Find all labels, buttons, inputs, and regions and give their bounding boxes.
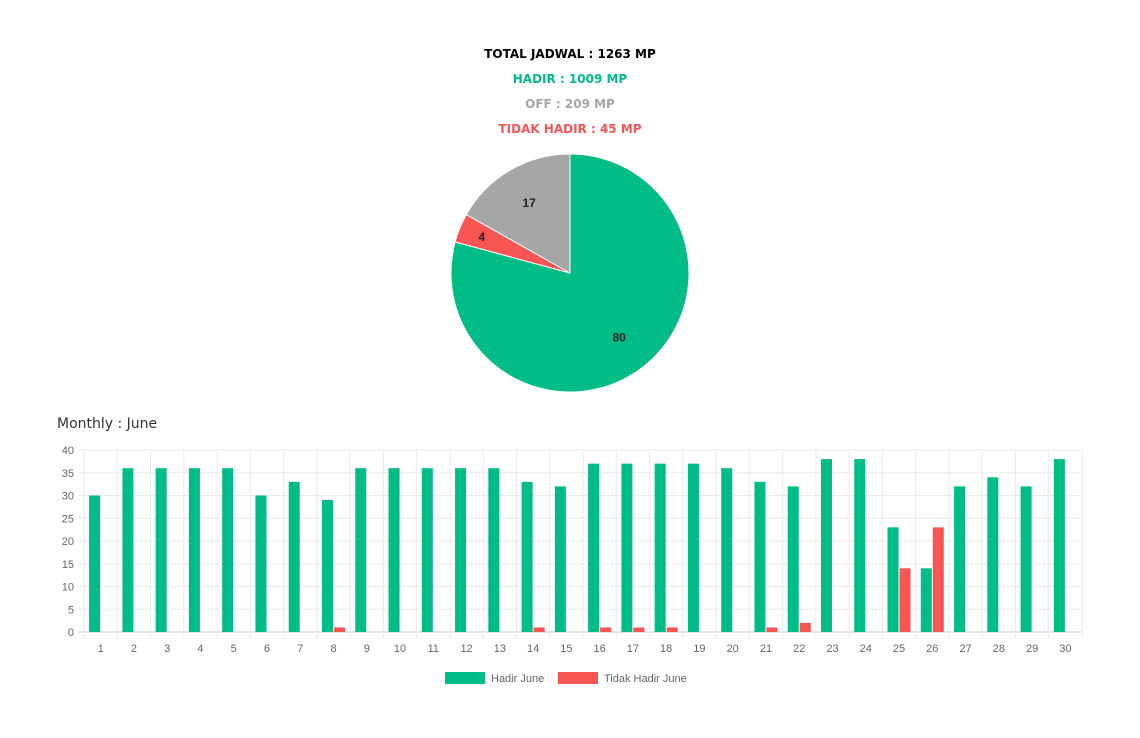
x-tick-label: 25: [893, 643, 905, 655]
x-tick-label: 18: [660, 643, 672, 655]
x-tick-label: 24: [860, 643, 872, 655]
bar-tidak-hadir: [799, 622, 811, 632]
x-tick-label: 11: [428, 643, 439, 655]
bar-hadir: [255, 495, 267, 632]
bar-hadir: [355, 468, 367, 632]
x-tick-label: 20: [727, 643, 739, 655]
bar-hadir: [721, 468, 733, 632]
attendance-summary: TOTAL JADWAL : 1263 MP HADIR : 1009 MP O…: [0, 42, 1140, 142]
x-tick-label: 28: [993, 643, 1005, 655]
x-tick-label: 10: [394, 643, 406, 655]
x-tick-label: 30: [1059, 643, 1071, 655]
x-tick-label: 2: [131, 643, 137, 655]
pie-data-label: 80: [612, 330, 626, 344]
bar-hadir: [687, 463, 699, 632]
x-tick-label: 8: [330, 643, 336, 655]
bar-hadir: [155, 468, 167, 632]
x-tick-label: 13: [494, 643, 506, 655]
x-tick-label: 15: [560, 643, 572, 655]
bar-tidak-hadir: [766, 627, 778, 632]
legend-label-tidak-hadir: Tidak Hadir June: [604, 673, 687, 685]
y-tick-label: 0: [68, 627, 74, 639]
bar-hadir: [821, 459, 832, 632]
bar-hadir: [222, 468, 234, 632]
x-tick-label: 16: [594, 643, 606, 655]
bar-tidak-hadir: [899, 568, 911, 632]
x-tick-label: 5: [231, 643, 237, 655]
y-tick-label: 25: [62, 513, 74, 525]
monthly-title: Monthly : June: [57, 416, 158, 432]
pie-data-label: 4: [479, 230, 486, 244]
tidak-hadir-text: TIDAK HADIR : 45 MP: [498, 122, 642, 136]
pie-data-label: 17: [522, 196, 536, 210]
bar-tidak-hadir: [932, 527, 944, 632]
pie-slice-off: [465, 153, 571, 274]
y-tick-label: 5: [68, 604, 74, 616]
bar-hadir: [621, 463, 633, 632]
x-tick-label: 21: [760, 643, 772, 655]
y-tick-label: 10: [62, 582, 74, 594]
x-tick-label: 26: [926, 643, 938, 655]
bar-hadir: [388, 468, 400, 632]
x-tick-label: 7: [297, 643, 303, 655]
x-tick-label: 3: [164, 643, 170, 655]
bar-hadir: [1053, 459, 1065, 632]
bar-hadir: [288, 481, 300, 632]
bar-hadir: [455, 468, 467, 632]
legend-label-hadir: Hadir June: [491, 673, 544, 685]
y-tick-label: 20: [62, 536, 74, 548]
x-tick-label: 17: [627, 643, 639, 655]
x-tick-label: 19: [693, 643, 705, 655]
bar-hadir: [954, 486, 966, 632]
legend-swatch-hadir: [445, 672, 485, 684]
bar-hadir: [887, 527, 899, 632]
bar-tidak-hadir: [334, 627, 345, 632]
x-tick-label: 9: [364, 643, 370, 655]
y-tick-label: 30: [62, 491, 74, 503]
bar-hadir: [488, 468, 500, 632]
x-tick-label: 4: [197, 643, 203, 655]
bar-hadir: [754, 481, 766, 632]
attendance-pie-chart: 80 4 17: [450, 153, 690, 393]
y-tick-label: 40: [62, 445, 74, 457]
y-tick-label: 15: [62, 559, 74, 571]
x-tick-label: 14: [527, 643, 539, 655]
bar-hadir: [654, 463, 666, 632]
off-text: OFF : 209 MP: [525, 97, 615, 111]
legend-swatch-tidak-hadir: [558, 672, 598, 684]
bar-tidak-hadir: [600, 627, 612, 632]
x-tick-label: 6: [264, 643, 270, 655]
bar-tidak-hadir: [533, 627, 545, 632]
bar-hadir: [920, 568, 932, 632]
bar-tidak-hadir: [666, 627, 678, 632]
x-tick-label: 12: [460, 643, 472, 655]
x-tick-label: 1: [98, 643, 104, 655]
bar-hadir: [89, 495, 101, 632]
x-tick-label: 22: [793, 643, 805, 655]
bar-hadir: [421, 468, 433, 632]
hadir-text: HADIR : 1009 MP: [512, 72, 628, 86]
total-jadwal-text: TOTAL JADWAL : 1263 MP: [484, 47, 656, 61]
y-tick-label: 35: [62, 468, 74, 480]
bar-hadir: [322, 500, 333, 632]
bar-hadir: [521, 481, 533, 632]
bar-hadir: [854, 459, 866, 632]
x-tick-label: 23: [826, 643, 838, 655]
bar-hadir: [1020, 486, 1032, 632]
bar-tidak-hadir: [633, 627, 645, 632]
x-tick-label: 27: [959, 643, 971, 655]
bar-hadir: [554, 486, 566, 632]
bar-hadir: [588, 463, 600, 632]
chart-legend: Hadir June Tidak Hadir June: [445, 672, 687, 685]
bar-hadir: [122, 468, 134, 632]
bar-hadir: [787, 486, 799, 632]
bar-hadir: [987, 477, 999, 632]
x-tick-label: 29: [1026, 643, 1038, 655]
bar-hadir: [188, 468, 200, 632]
